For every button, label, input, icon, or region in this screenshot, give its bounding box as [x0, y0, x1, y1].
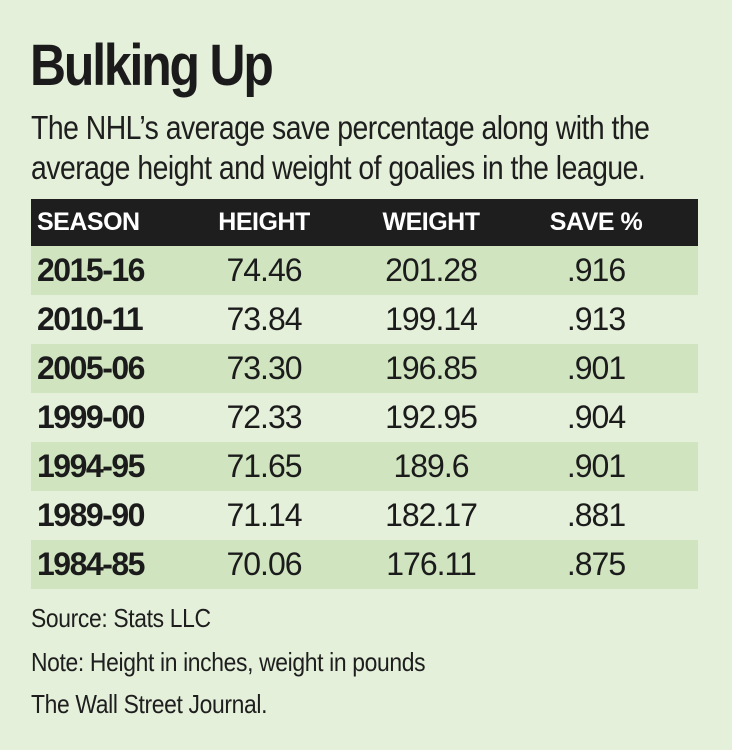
cell-weight: 199.14 [385, 301, 478, 337]
header-season: SEASON [37, 208, 140, 236]
cell-season: 1999-00 [37, 399, 145, 435]
cell-season: 2010-11 [37, 301, 144, 337]
cell-season: 1984-85 [37, 546, 145, 582]
header-height: HEIGHT [218, 208, 310, 236]
cell-season: 2005-06 [37, 350, 145, 386]
cell-save-percent: .916 [566, 252, 626, 288]
header-save-percent: SAVE % [549, 208, 643, 236]
table-row: 1984-85 70.06 176.11 .875 [31, 540, 698, 589]
chart-title: Bulking Up [30, 33, 274, 98]
cell-save-percent: .913 [566, 301, 626, 337]
cell-weight: 189.6 [393, 448, 469, 484]
cell-season: 2015-16 [37, 252, 145, 288]
cell-weight: 196.85 [385, 350, 478, 386]
data-table: SEASON HEIGHT WEIGHT SAVE % 2015-16 74.46… [31, 199, 698, 589]
table-row: 1994-95 71.65 189.6 .901 [31, 442, 698, 491]
table-header: SEASON HEIGHT WEIGHT SAVE % [31, 199, 698, 246]
credit-line: The Wall Street Journal. [31, 689, 268, 719]
cell-save-percent: .901 [566, 448, 626, 484]
cell-height: 74.46 [226, 252, 302, 288]
cell-save-percent: .881 [566, 497, 626, 533]
cell-season: 1989-90 [37, 497, 145, 533]
cell-height: 73.84 [226, 301, 302, 337]
table-row: 1999-00 72.33 192.95 .904 [31, 393, 698, 442]
cell-season: 1994-95 [37, 448, 145, 484]
units-note: Note: Height in inches, weight in pounds [31, 647, 426, 677]
cell-save-percent: .875 [566, 546, 626, 582]
cell-height: 72.33 [226, 399, 302, 435]
cell-save-percent: .904 [566, 399, 626, 435]
cell-weight: 182.17 [385, 497, 478, 533]
table-body: 2015-16 74.46 201.28 .916 2010-11 73.84 199.14… [31, 246, 698, 589]
cell-weight: 201.28 [385, 252, 478, 288]
cell-height: 73.30 [226, 350, 302, 386]
table-row: 2015-16 74.46 201.28 .916 [31, 246, 698, 295]
source-note: Source: Stats LLC [31, 603, 211, 633]
cell-height: 70.06 [226, 546, 302, 582]
table-row: 2005-06 73.30 196.85 .901 [31, 344, 698, 393]
table-row: 1989-90 71.14 182.17 .881 [31, 491, 698, 540]
table-row: 2010-11 73.84 199.14 .913 [31, 295, 698, 344]
cell-weight: 192.95 [385, 399, 478, 435]
chart-subtitle: The NHL’s average save percentage along … [31, 109, 650, 186]
cell-height: 71.65 [226, 448, 302, 484]
header-weight: WEIGHT [382, 208, 481, 236]
cell-height: 71.14 [226, 497, 302, 533]
cell-weight: 176.11 [386, 546, 477, 582]
cell-save-percent: .901 [566, 350, 626, 386]
